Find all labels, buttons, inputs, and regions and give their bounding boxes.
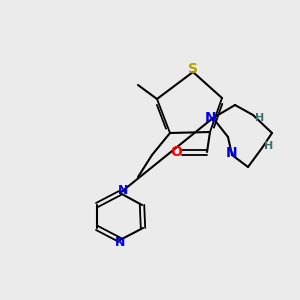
Text: N: N xyxy=(226,146,238,160)
Text: N: N xyxy=(118,184,128,197)
Text: S: S xyxy=(188,62,198,76)
Text: N: N xyxy=(205,111,217,125)
Text: N: N xyxy=(115,236,125,250)
Text: H: H xyxy=(264,141,274,151)
Text: O: O xyxy=(170,145,182,159)
Text: H: H xyxy=(255,113,265,123)
